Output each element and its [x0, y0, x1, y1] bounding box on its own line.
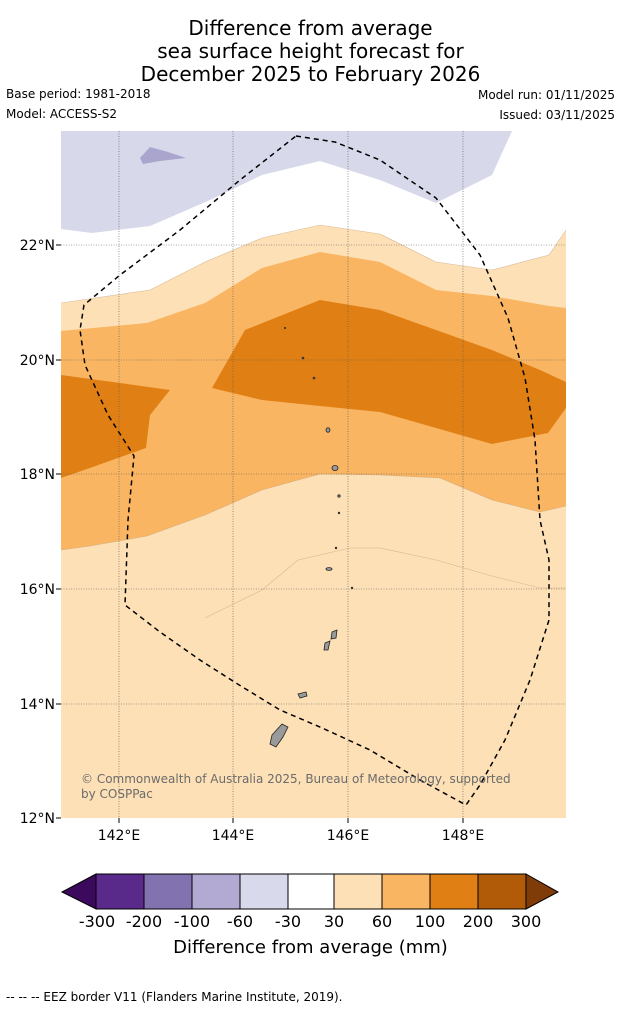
- lat-label: 16°N: [20, 582, 55, 598]
- base-period: Base period: 1981-2018: [6, 87, 151, 101]
- title-line-1: Difference from average: [188, 16, 433, 40]
- lat-label: 22°N: [20, 238, 55, 254]
- title-line-3: December 2025 to February 2026: [140, 62, 481, 86]
- issued-date: Issued: 03/11/2025: [499, 108, 615, 122]
- colorbar-title: Difference from average (mm): [173, 937, 448, 958]
- colorbar-high-extend: [525, 873, 560, 910]
- colorbar-label: 100: [414, 912, 446, 931]
- eez-border: [79, 135, 550, 806]
- colorbar-label: -300: [78, 912, 116, 931]
- lat-label: 12°N: [20, 811, 55, 827]
- contour-neg60: [140, 147, 186, 164]
- model-run: Model run: 01/11/2025: [477, 88, 615, 102]
- model-name: Model: ACCESS-S2: [6, 107, 118, 121]
- eez-legend: -- -- -- EEZ border V11 (Flanders Marine…: [6, 990, 343, 1004]
- title-line-2: sea surface height forecast for: [157, 39, 464, 63]
- lat-label: 14°N: [20, 697, 55, 713]
- lon-label: 144°E: [212, 828, 255, 844]
- colorbar-label: 30: [323, 912, 345, 931]
- colorbar-label: 200: [462, 912, 494, 931]
- colorbar-low-extend: [60, 873, 97, 910]
- lat-label: 18°N: [20, 467, 55, 483]
- colorbar-label: -200: [125, 912, 163, 931]
- copyright-notice: © Commonwealth of Australia 2025, Bureau…: [81, 772, 511, 801]
- contour-layer: [61, 131, 566, 818]
- colorbar-label: -100: [173, 912, 211, 931]
- gridlines: [61, 131, 566, 818]
- colorbar: [60, 873, 560, 910]
- lat-label: 20°N: [20, 353, 55, 369]
- contour-pos100-main: [212, 300, 566, 444]
- colorbar-label: 60: [371, 912, 393, 931]
- lon-label: 142°E: [98, 828, 141, 844]
- islands: [269, 326, 354, 748]
- colorbar-label: 300: [510, 912, 542, 931]
- colorbar-label: -60: [226, 912, 254, 931]
- lon-label: 148°E: [442, 828, 485, 844]
- lon-label: 146°E: [327, 828, 370, 844]
- colorbar-label: -30: [274, 912, 302, 931]
